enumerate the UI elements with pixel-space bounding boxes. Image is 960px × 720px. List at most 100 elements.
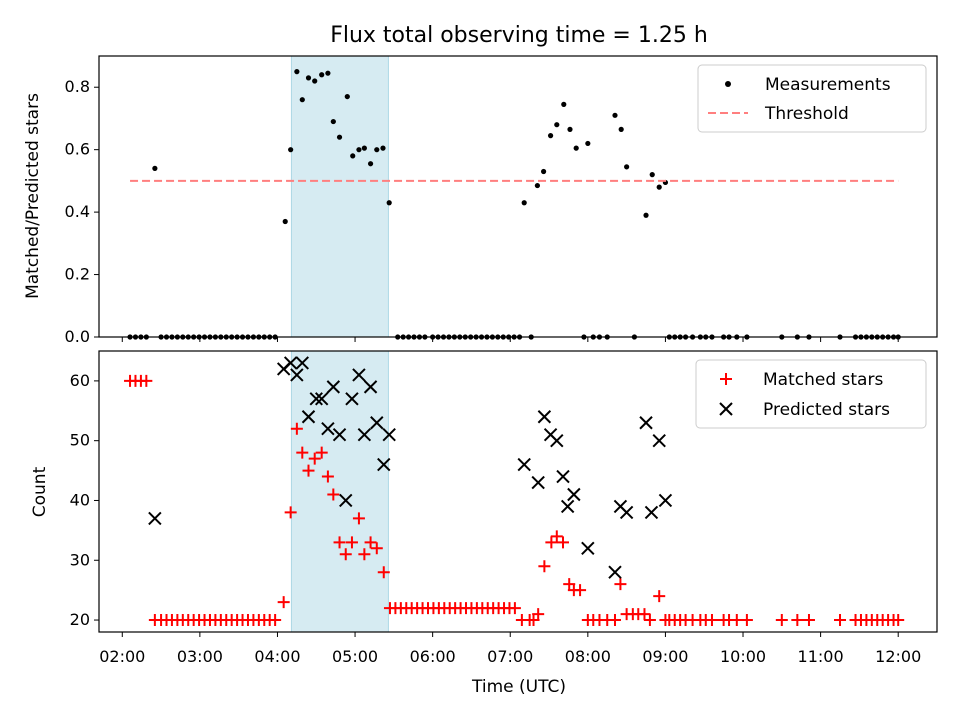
- predicted-stars-point: [377, 457, 391, 472]
- matched-stars-point: [775, 614, 788, 627]
- y-tick-label: 20: [70, 610, 90, 629]
- predicted-stars-point: [332, 427, 347, 442]
- measurement-point: [624, 164, 630, 170]
- predicted-stars-point: [148, 511, 162, 526]
- measurement-point: [643, 212, 649, 218]
- predicted-stars-point: [608, 565, 622, 579]
- measurement-point: [361, 145, 367, 151]
- matched-stars-point: [308, 452, 321, 465]
- top-legend-box: [697, 64, 927, 133]
- measurement-point: [336, 134, 343, 140]
- x-tick-label: 04:00: [254, 647, 300, 666]
- measurement-point: [282, 218, 288, 225]
- y-tick-label: 0.8: [65, 77, 90, 96]
- matched-stars-point: [834, 614, 847, 627]
- y-tick-label: 0.6: [65, 140, 90, 159]
- matched-stars-point: [653, 590, 666, 603]
- matched-stars-point: [532, 608, 545, 621]
- matched-stars-point: [321, 470, 334, 483]
- measurement-point: [656, 184, 662, 190]
- matched-stars-point: [643, 614, 656, 627]
- y-tick-label: 0.2: [65, 265, 90, 284]
- measurement-point: [312, 78, 318, 84]
- matched-stars-point: [730, 614, 743, 627]
- measurement-point: [344, 93, 350, 100]
- highlight-span-bottom: [290, 350, 389, 633]
- predicted-stars-point: [283, 356, 298, 370]
- legend-measurements-marker: [725, 81, 731, 87]
- legend-predicted-marker: [719, 402, 733, 416]
- predicted-stars-point: [290, 368, 304, 382]
- matched-stars-point: [345, 536, 358, 549]
- measurement-point: [541, 168, 547, 175]
- predicted-stars-point: [321, 422, 335, 436]
- measurement-point: [319, 72, 325, 78]
- top-legend: Measurements Threshold: [697, 64, 927, 133]
- matched-stars-point: [550, 530, 563, 543]
- chart-title: Flux total observing time = 1.25 h: [330, 23, 708, 48]
- legend-matched-marker: [720, 373, 732, 385]
- matched-stars-point: [377, 566, 390, 579]
- measurement-point: [649, 172, 655, 178]
- predicted-stars-point: [644, 505, 659, 520]
- legend-matched-label: Matched stars: [763, 370, 883, 390]
- measurement-point: [585, 140, 591, 147]
- matched-stars-point: [296, 446, 309, 459]
- measurement-point: [325, 70, 331, 76]
- matched-stars-point: [327, 488, 340, 501]
- measurement-point: [288, 147, 294, 153]
- measurement-point: [573, 145, 579, 151]
- measurement-point: [547, 133, 554, 139]
- x-tick-label: 05:00: [332, 647, 378, 666]
- legend-predicted-label: Predicted stars: [763, 400, 890, 420]
- matched-stars-point: [614, 578, 627, 591]
- matched-stars-point: [284, 506, 297, 519]
- matched-stars-point: [608, 614, 621, 627]
- predicted-stars-point: [537, 410, 552, 424]
- predicted-stars-point: [531, 475, 545, 490]
- matched-stars-point: [333, 536, 346, 549]
- matched-stars-point: [557, 536, 570, 549]
- bottom-legend: Matched stars Predicted stars: [695, 359, 927, 429]
- y-tick-label: 30: [70, 550, 90, 569]
- measurement-point: [367, 161, 374, 167]
- predicted-stars-point: [363, 380, 378, 394]
- matched-stars-point: [315, 446, 328, 459]
- top-panel: 0.0 0.2 0.4 0.6 0.8: [65, 55, 938, 346]
- predicted-stars-point: [326, 380, 341, 394]
- matched-stars-point: [339, 548, 352, 561]
- x-tick-label: 02:00: [99, 647, 145, 666]
- y-tick-label: 40: [70, 490, 90, 509]
- measurement-point: [521, 200, 527, 206]
- predicted-stars-point: [370, 416, 384, 430]
- measurement-point: [554, 122, 560, 128]
- matched-stars-point: [358, 548, 371, 561]
- predicted-stars-point: [658, 493, 673, 508]
- predicted-stars-point: [352, 368, 366, 382]
- x-axis-label: Time (UTC): [471, 677, 566, 697]
- measurement-point: [618, 126, 624, 132]
- x-tick-label: 07:00: [487, 647, 533, 666]
- predicted-stars-point: [314, 392, 329, 406]
- measurement-point: [374, 147, 380, 153]
- predicted-stars-point: [619, 505, 634, 520]
- bottom-axes-frame: [98, 350, 938, 633]
- matched-stars-point: [352, 512, 365, 525]
- matched-stars-point: [140, 374, 153, 387]
- predicted-stars-point: [382, 427, 396, 442]
- measurement-point: [299, 97, 305, 103]
- measurement-point: [561, 101, 567, 107]
- matched-stars-point: [508, 602, 521, 615]
- measurement-point: [386, 200, 392, 206]
- predicted-stars-point: [309, 392, 323, 406]
- top-axes-frame: [98, 55, 938, 338]
- predicted-stars-point: [301, 410, 316, 424]
- predicted-stars-point: [556, 469, 570, 484]
- predicted-stars-point: [560, 499, 575, 514]
- measurement-point: [612, 112, 618, 118]
- top-y-axis-label: Matched/Predicted stars: [23, 93, 43, 299]
- matched-stars-point: [269, 614, 282, 627]
- predicted-stars-point: [357, 427, 372, 442]
- x-tick-label: 08:00: [565, 647, 611, 666]
